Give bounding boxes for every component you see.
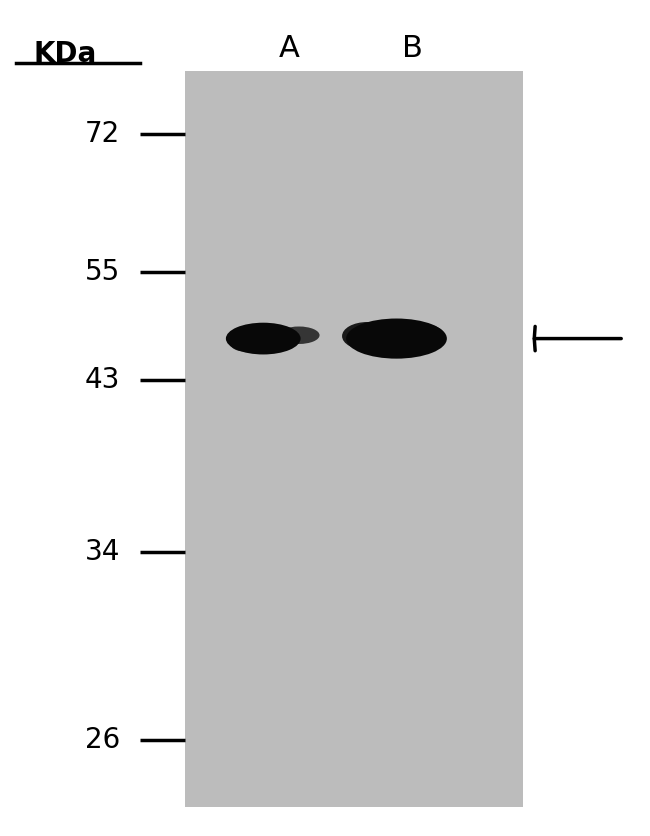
Text: 72: 72 [85,120,120,148]
Ellipse shape [342,322,393,350]
Text: B: B [402,34,423,63]
Text: 26: 26 [85,726,120,754]
Ellipse shape [278,327,320,344]
Text: 55: 55 [85,257,120,286]
Ellipse shape [346,319,447,359]
Text: 43: 43 [85,366,120,395]
Text: KDa: KDa [33,40,97,69]
Text: 34: 34 [85,538,120,566]
Text: A: A [279,34,300,63]
Bar [185,71,523,807]
Ellipse shape [226,323,300,354]
Ellipse shape [400,324,445,350]
Ellipse shape [229,331,259,351]
